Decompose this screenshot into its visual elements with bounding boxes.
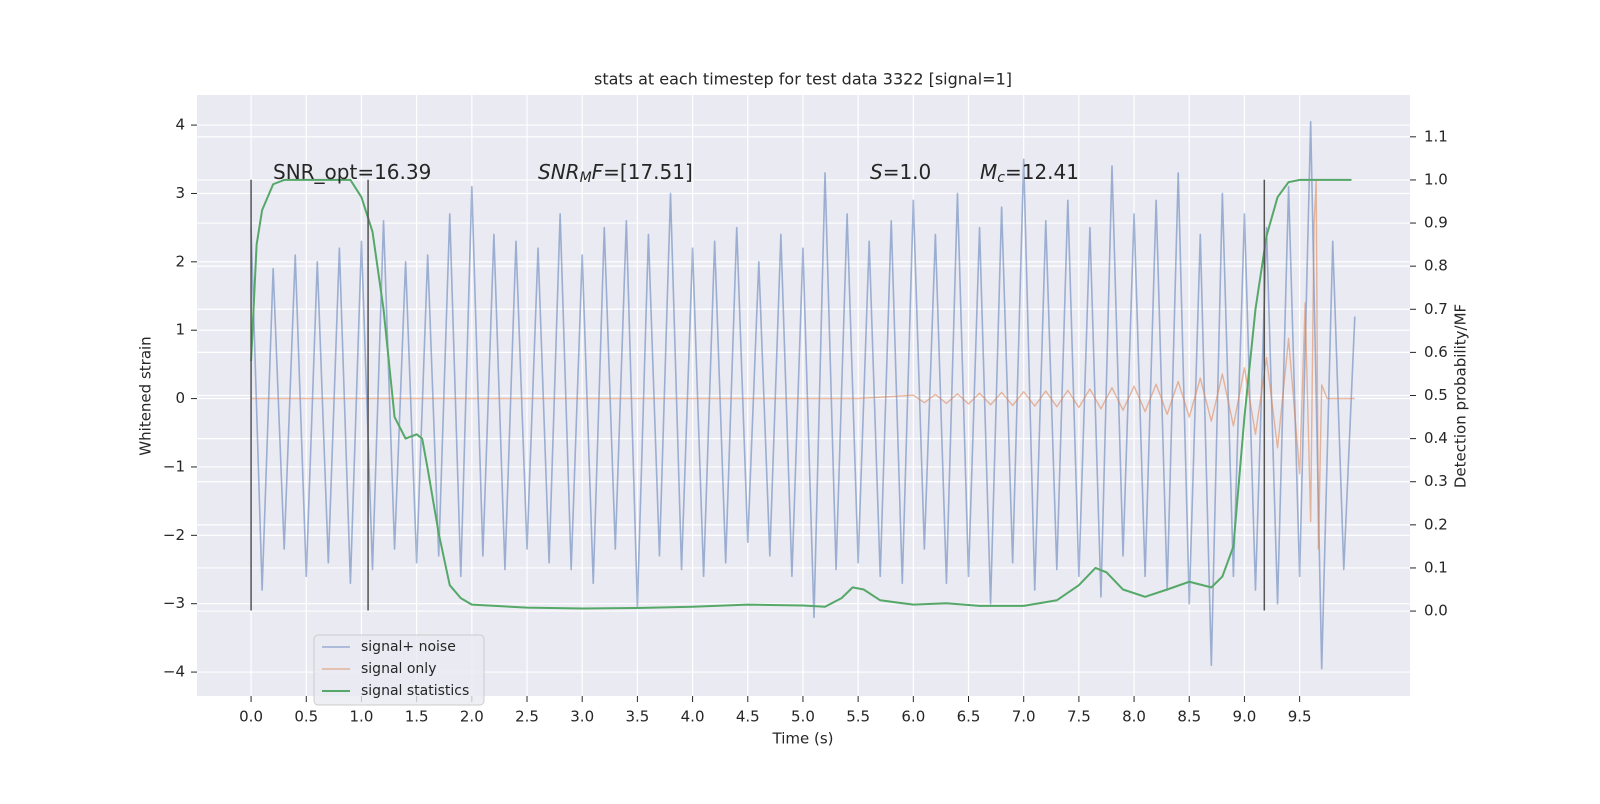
x-tick-label: 1.5 <box>405 708 429 726</box>
y2-tick-label: 0.6 <box>1424 343 1448 361</box>
y2-tick-label: 0.5 <box>1424 386 1448 404</box>
x-tick-label: 7.5 <box>1067 708 1091 726</box>
x-tick-label: 0.5 <box>294 708 318 726</box>
y2-tick-label: 0.2 <box>1424 515 1448 533</box>
chart-title: stats at each timestep for test data 332… <box>594 70 1012 89</box>
y-tick-label: 2 <box>175 252 185 270</box>
y-tick-label: 4 <box>175 116 185 134</box>
y-tick-label: −3 <box>163 594 185 612</box>
legend: signal+ noise signal only signal statistic… <box>313 634 485 706</box>
y2-tick-label: 0.0 <box>1424 602 1448 620</box>
legend-label: signal only <box>361 661 436 677</box>
x-tick-label: 2.5 <box>515 708 539 726</box>
x-tick-label: 7.0 <box>1012 708 1036 726</box>
annotation-part: =[17.51] <box>603 160 693 184</box>
x-tick-label: 0.0 <box>239 708 263 726</box>
y-axis-label: Whitened strain <box>137 336 155 455</box>
x-tick-label: 6.0 <box>901 708 925 726</box>
series-line <box>251 179 1355 550</box>
x-tick-label: 8.5 <box>1177 708 1201 726</box>
y-tick-label: −2 <box>163 526 185 544</box>
x-axis-label: Time (s) <box>772 730 834 748</box>
annotation: SNR_opt=16.39 <box>273 160 431 184</box>
x-tick-label: 4.0 <box>681 708 705 726</box>
annotation: Mc=12.41 <box>980 160 1079 187</box>
grid <box>197 95 1410 696</box>
y2-tick-label: 0.4 <box>1424 429 1448 447</box>
y2-axis-label: Detection probability/MF <box>1452 304 1470 488</box>
x-tick-label: 9.5 <box>1288 708 1312 726</box>
annotation-part: =12.41 <box>1005 160 1079 184</box>
x-tick-label: 5.0 <box>791 708 815 726</box>
y2-tick-label: 0.8 <box>1424 257 1448 275</box>
y2-tick-label: 0.1 <box>1424 558 1448 576</box>
annotation-part: SNR <box>538 160 580 184</box>
y-tick-label: −1 <box>163 457 185 475</box>
x-tick-label: 8.0 <box>1122 708 1146 726</box>
annotation-part: =1.0 <box>883 160 932 184</box>
annotation-part: c <box>997 170 1005 186</box>
legend-box <box>313 634 485 706</box>
series-line <box>250 120 1356 670</box>
annotation: SNRMF=[17.51] <box>538 160 693 187</box>
annotation-part: SNR_opt=16.39 <box>273 160 431 184</box>
x-tick-label: 6.5 <box>957 708 981 726</box>
x-tick-label: 3.0 <box>570 708 594 726</box>
y2-tick-label: 0.9 <box>1424 214 1448 232</box>
marks <box>250 120 1356 670</box>
y-tick-label: 0 <box>175 389 185 407</box>
legend-label: signal+ noise <box>361 639 456 655</box>
annotation: S=1.0 <box>870 160 931 184</box>
x-tick-label: 2.0 <box>460 708 484 726</box>
y-tick-label: 3 <box>175 184 185 202</box>
annotation-part: F <box>592 160 604 184</box>
series-line <box>250 178 1352 610</box>
x-tick-label: 4.5 <box>736 708 760 726</box>
y2-tick-label: 0.3 <box>1424 472 1448 490</box>
y2-tick-label: 1.0 <box>1424 170 1448 188</box>
x-tick-label: 9.0 <box>1233 708 1257 726</box>
x-tick-label: 3.5 <box>625 708 649 726</box>
annotation-part: M <box>580 170 592 186</box>
y2-tick-label: 0.7 <box>1424 300 1448 318</box>
y-tick-label: 1 <box>175 321 185 339</box>
x-tick-label: 5.5 <box>846 708 870 726</box>
x-tick-label: 1.0 <box>350 708 374 726</box>
y-tick-label: −4 <box>163 663 185 681</box>
y2-tick-label: 1.1 <box>1424 127 1448 145</box>
annotation-part: S <box>870 160 883 184</box>
legend-label: signal statistics <box>361 683 469 699</box>
annotation-part: M <box>980 160 997 184</box>
